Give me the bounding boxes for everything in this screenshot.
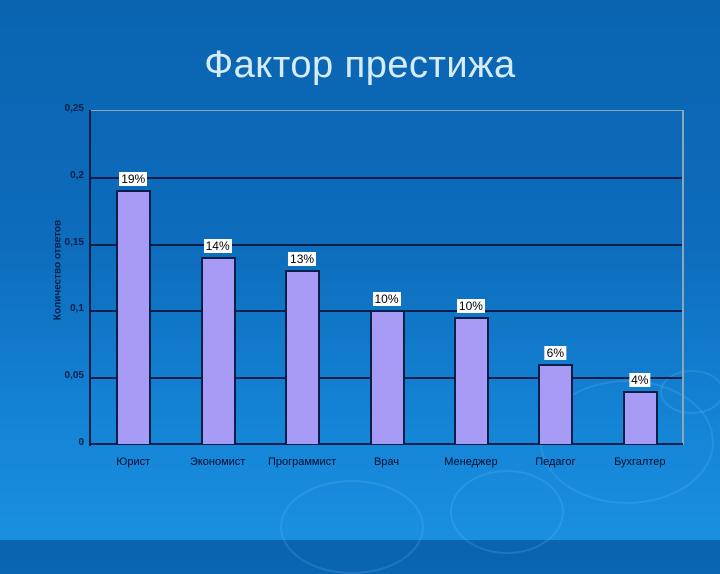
x-tick-label: Менеджер — [444, 456, 498, 468]
y-tick-label: 0,25 — [64, 103, 84, 114]
decorative-ripple — [280, 480, 424, 574]
y-tick-label: 0,2 — [70, 169, 84, 181]
y-tick-label: 0 — [78, 437, 84, 448]
y-tick-label: 0,05 — [64, 370, 84, 382]
bar — [453, 317, 489, 444]
data-label: 19% — [119, 172, 148, 187]
decorative-ripple — [450, 470, 564, 554]
bar — [285, 270, 321, 444]
y-tick-label: 0,1 — [70, 303, 84, 315]
x-axis-line — [89, 443, 683, 445]
bar — [200, 256, 236, 444]
gridline — [91, 243, 682, 246]
bar — [622, 390, 658, 444]
bar — [116, 190, 152, 444]
y-tick-label: 0,15 — [64, 236, 84, 248]
x-tick-label: Юрист — [116, 456, 151, 468]
x-tick-label: Экономист — [189, 456, 246, 468]
bar — [538, 363, 574, 444]
x-tick-label: Педагог — [535, 456, 576, 468]
x-tick-label: Программист — [267, 456, 337, 468]
slide-title: Фактор престижа — [204, 44, 516, 86]
data-label: 4% — [629, 372, 651, 387]
bar — [369, 310, 405, 444]
data-label: 14% — [203, 238, 232, 253]
data-label: 13% — [288, 252, 317, 267]
y-axis-line — [89, 110, 91, 446]
gridline — [91, 176, 682, 179]
data-label: 10% — [456, 299, 485, 314]
data-label: 6% — [544, 345, 567, 360]
x-tick-label: Врач — [373, 456, 400, 468]
data-label: 10% — [372, 292, 401, 307]
x-tick-label: Бухгалтер — [614, 456, 666, 468]
